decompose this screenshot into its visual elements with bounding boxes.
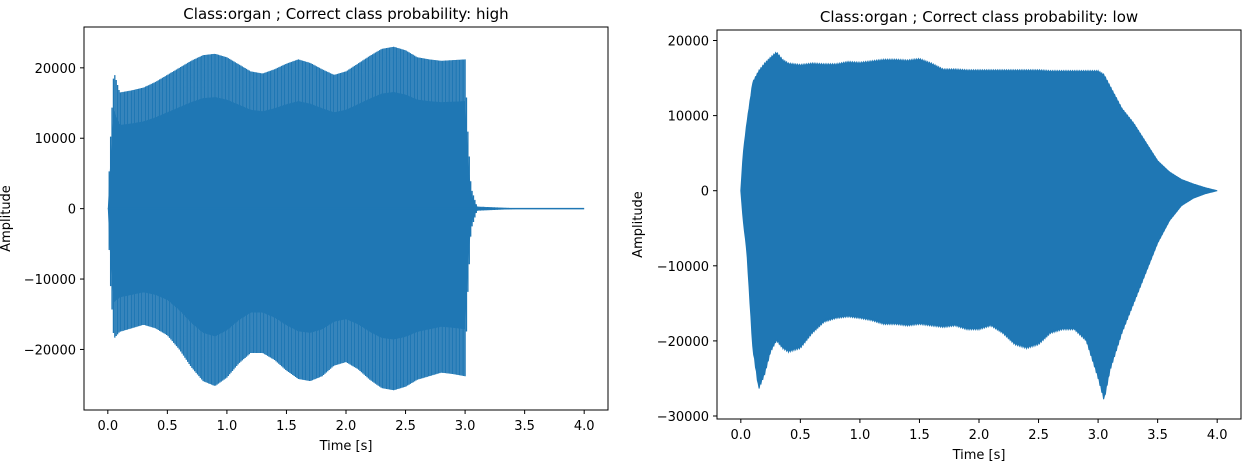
- x-axis-label: Time [s]: [952, 448, 1006, 463]
- y-ticks: −30000 −20000 −10000 0 10000 20000: [657, 35, 717, 425]
- y-tick-label: −30000: [657, 410, 709, 425]
- x-tick-label: 3.0: [455, 419, 476, 434]
- plot-frame: [716, 29, 1242, 420]
- x-tick-label: 4.0: [574, 419, 595, 434]
- y-tick-label: 10000: [35, 132, 76, 147]
- y-tick-label: 10000: [668, 110, 709, 125]
- x-tick-label: 2.5: [1028, 428, 1049, 443]
- chart-low-probability: Class:organ ; Correct class probability:…: [631, 8, 1242, 463]
- x-tick-label: 2.5: [395, 419, 416, 434]
- y-ticks: −20000 −10000 0 10000 20000: [24, 62, 84, 358]
- y-axis-label: Amplitude: [0, 185, 14, 252]
- x-tick-label: 3.0: [1088, 428, 1109, 443]
- waveform-series: [107, 46, 585, 391]
- x-tick-label: 0.0: [97, 419, 118, 434]
- x-tick-label: 1.0: [217, 419, 238, 434]
- y-tick-label: 0: [701, 185, 709, 200]
- x-tick-label: 3.5: [514, 419, 535, 434]
- x-tick-label: 2.0: [336, 419, 357, 434]
- x-tick-label: 4.0: [1207, 428, 1228, 443]
- x-tick-label: 1.5: [276, 419, 297, 434]
- x-tick-label: 0.5: [790, 428, 811, 443]
- y-tick-label: 20000: [35, 62, 76, 77]
- y-tick-label: −20000: [24, 343, 76, 358]
- chart-title: Class:organ ; Correct class probability:…: [183, 5, 508, 23]
- y-axis-label: Amplitude: [631, 191, 646, 258]
- x-tick-label: 3.5: [1147, 428, 1168, 443]
- x-tick-label: 0.5: [157, 419, 178, 434]
- y-tick-label: −20000: [657, 335, 709, 350]
- chart-title: Class:organ ; Correct class probability:…: [820, 8, 1138, 26]
- x-ticks: 0.0 0.5 1.0 1.5 2.0 2.5 3.0 3.5 4.0: [97, 410, 595, 434]
- waveform-core: [107, 92, 585, 340]
- x-tick-label: 1.5: [909, 428, 930, 443]
- x-tick-label: 2.0: [969, 428, 990, 443]
- waveform-fill: [740, 51, 1218, 400]
- x-ticks: 0.0 0.5 1.0 1.5 2.0 2.5 3.0 3.5 4.0: [730, 419, 1228, 443]
- x-tick-label: 0.0: [730, 428, 751, 443]
- y-tick-label: −10000: [24, 273, 76, 288]
- y-tick-label: 20000: [668, 35, 709, 50]
- x-axis-label: Time [s]: [319, 439, 373, 454]
- waveform-series: [740, 51, 1218, 400]
- plot-frame: [83, 26, 609, 411]
- x-tick-label: 1.0: [850, 428, 871, 443]
- chart-high-probability: Class:organ ; Correct class probability:…: [0, 5, 609, 454]
- y-tick-label: −10000: [657, 260, 709, 275]
- y-tick-label: 0: [68, 203, 76, 218]
